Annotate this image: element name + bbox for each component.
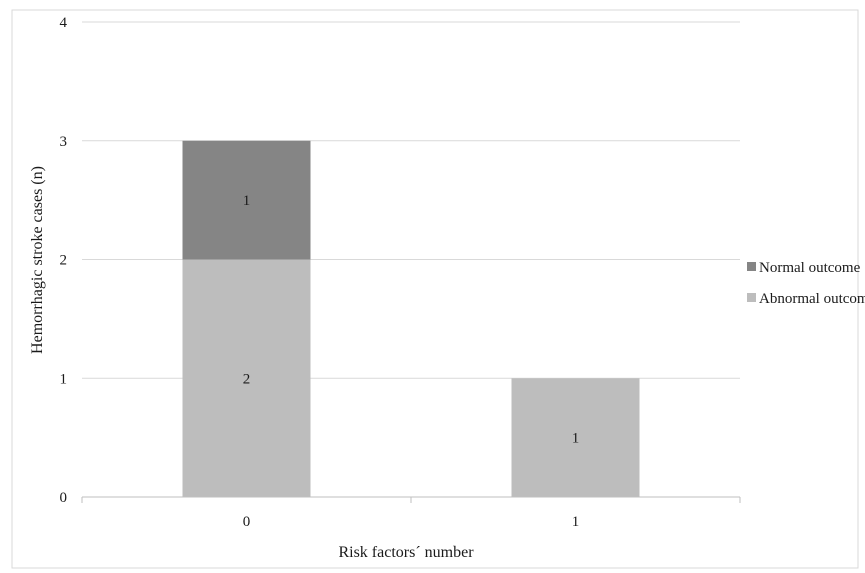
data-label: 1	[572, 431, 580, 447]
chart-border	[11, 9, 859, 569]
bar-abnormal-outcome	[511, 378, 640, 497]
data-label: 2	[243, 371, 251, 387]
y-tick-label: 3	[60, 134, 68, 150]
bar-abnormal-outcome	[182, 259, 311, 497]
bars	[182, 140, 640, 497]
y-axis-title: Hemorrhagic stroke cases (n)	[29, 166, 46, 354]
y-tick-label: 2	[60, 253, 68, 269]
data-label: 1	[243, 193, 251, 209]
legend-label: Normal outcome	[759, 260, 861, 276]
x-axis-title: Risk factors´ number	[338, 544, 474, 561]
legend-swatch	[747, 293, 756, 302]
y-tick-label: 1	[60, 371, 68, 387]
data-labels: 2 1 1	[243, 193, 580, 447]
legend-swatch	[747, 262, 756, 271]
legend-label: Abnormal outcome	[759, 291, 865, 307]
axes: 0 1 2 3 4 0 1	[60, 15, 741, 530]
y-tick-label: 0	[60, 490, 68, 506]
legend: Normal outcome Abnormal outcome	[747, 260, 865, 307]
x-tick-label: 0	[243, 514, 251, 530]
x-tick-label: 1	[572, 514, 580, 530]
y-tick-label: 4	[60, 15, 68, 31]
bar-normal-outcome	[182, 140, 311, 260]
